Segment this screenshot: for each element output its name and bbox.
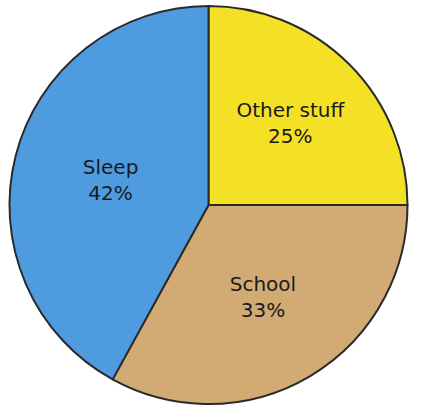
svg-text:School33%: School33% [230,272,296,322]
svg-text:Other stuff25%: Other stuff25% [236,98,345,148]
svg-text:Sleep42%: Sleep42% [83,155,139,205]
